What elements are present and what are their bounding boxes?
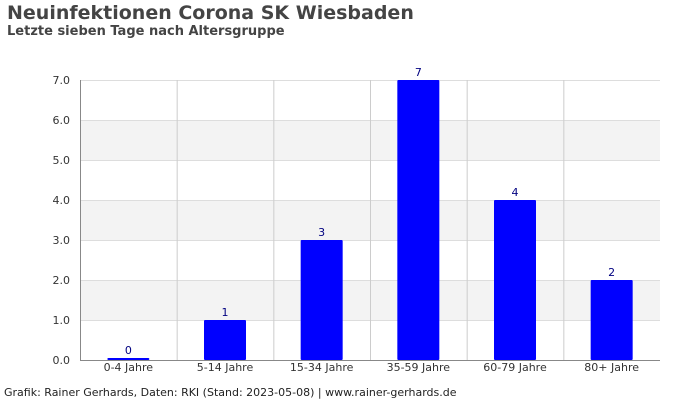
bar (107, 358, 150, 360)
y-tick-label: 5.0 (53, 154, 71, 167)
data-label: 2 (608, 266, 615, 279)
y-tick-label: 0.0 (53, 354, 71, 367)
data-label: 0 (125, 344, 132, 357)
chart-subtitle: Letzte sieben Tage nach Altersgruppe (7, 24, 285, 39)
y-tick-label: 4.0 (53, 194, 71, 207)
x-tick-label: 15-34 Jahre (290, 361, 354, 374)
x-tick-label: 60-79 Jahre (483, 361, 547, 374)
y-tick-label: 1.0 (53, 314, 71, 327)
footer-credit: Grafik: Rainer Gerhards, Daten: RKI (Sta… (4, 386, 457, 399)
chart-title: Neuinfektionen Corona SK Wiesbaden (7, 2, 414, 24)
bar (590, 280, 633, 360)
bar (397, 80, 440, 360)
data-label: 7 (415, 66, 422, 79)
bar (494, 200, 536, 360)
y-tick-label: 6.0 (53, 114, 71, 127)
x-tick-label: 35-59 Jahre (387, 361, 451, 374)
y-tick-label: 2.0 (53, 274, 71, 287)
data-label: 1 (222, 306, 229, 319)
y-tick-label: 7.0 (53, 74, 71, 87)
y-tick-label: 3.0 (53, 234, 71, 247)
data-label: 3 (318, 226, 325, 239)
bar (204, 320, 246, 360)
x-tick-label: 0-4 Jahre (104, 361, 154, 374)
x-tick-label: 80+ Jahre (584, 361, 639, 374)
data-label: 4 (512, 186, 519, 199)
bar (300, 240, 343, 360)
x-tick-label: 5-14 Jahre (197, 361, 254, 374)
